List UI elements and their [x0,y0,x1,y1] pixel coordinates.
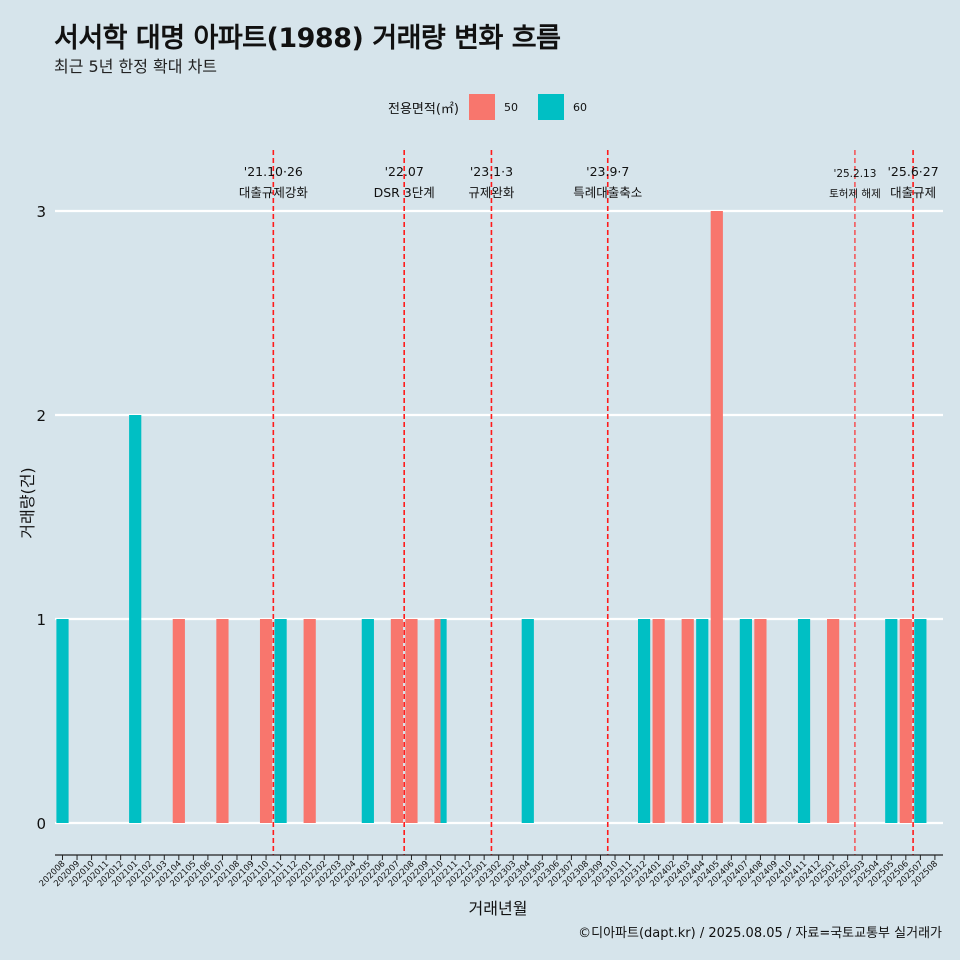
bar-50-202401 [652,619,665,823]
legend-title: 전용면적(㎡) [388,101,459,117]
y-tick-label: 3 [36,203,46,221]
bar-50-202107 [216,619,229,823]
event-label-202301: 규제완화 [468,185,515,200]
legend-label-50: 50 [503,100,518,114]
bar-50-202408 [754,619,767,823]
chart-subtitle: 최근 5년 한정 확대 차트 [54,57,218,76]
bar-50-202110 [259,619,273,823]
bar-60-202411 [797,619,811,823]
bar-60-202210 [440,619,447,823]
legend-swatch-50 [468,94,495,120]
event-date-202309: '23.9·7 [586,164,629,179]
bar-60-202205 [361,619,374,823]
bar-60-202101 [129,415,142,823]
y-tick-label: 2 [36,407,46,425]
bar-50-202104 [172,619,185,823]
bar-60-202304 [521,619,534,823]
y-tick-label: 0 [36,815,46,833]
bar-60-202505 [885,619,898,823]
event-label-202207: DSR 3단계 [374,185,435,200]
event-label-202110: 대출규제강화 [239,185,309,200]
bar-60-202404 [696,619,709,823]
event-date-202502: '25.2.13 [833,168,876,180]
bar-60-202008 [56,619,69,823]
bar-50-202405 [710,211,723,823]
bar-50-202403 [681,619,694,823]
event-label-202309: 특례대출축소 [573,185,642,200]
legend-swatch-60 [537,94,564,120]
bar-50-202207 [390,619,404,823]
y-tick-label: 1 [36,611,46,629]
source-caption: ©디아파트(dapt.kr) / 2025.08.05 / 자료=국토교통부 실… [578,926,942,941]
event-label-202506: 대출규제 [890,185,936,200]
legend: 전용면적(㎡) 50 60 [388,93,607,121]
y-axis-title: 거래량(건) [18,467,37,538]
bar-50-202201 [303,619,316,823]
bar-60-202507 [914,619,927,823]
event-date-202506: '25.6·27 [888,164,939,179]
x-axis-title: 거래년월 [469,899,528,918]
event-date-202207: '22.07 [385,164,424,179]
bar-50-202501 [827,619,840,823]
bar-60-202312 [638,619,651,823]
bar-60-202111 [274,619,287,823]
event-label-202502: 토허제 해제 [829,187,881,200]
bar-50-202208 [405,619,418,823]
bar-50-202210 [434,619,441,823]
bar-50-202506 [899,619,912,823]
bar-60-202407 [739,619,752,823]
chart-title: 서서학 대명 아파트(1988) 거래량 변화 흐름 [54,23,561,54]
event-date-202110: '21.10·26 [244,164,303,179]
event-date-202301: '23.1·3 [470,164,513,179]
legend-label-60: 60 [572,100,587,114]
